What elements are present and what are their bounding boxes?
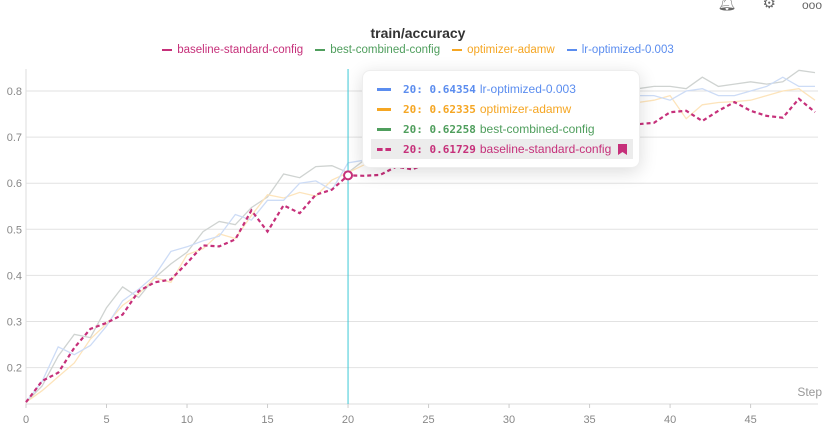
bell-icon[interactable]: 🔔︎ bbox=[717, 0, 737, 12]
x-tick-label: 45 bbox=[744, 414, 756, 424]
more-icon[interactable]: ooo bbox=[801, 0, 822, 12]
tooltip-line-swatch bbox=[377, 147, 391, 151]
x-tick-label: 15 bbox=[261, 414, 273, 424]
x-tick-label: 5 bbox=[103, 414, 109, 424]
tooltip-step: 20 bbox=[403, 122, 417, 136]
tooltip-run-name: baseline-standard-config bbox=[479, 142, 612, 156]
tooltip-run-name: best-combined-config bbox=[479, 122, 595, 136]
y-tick-label: 0.7 bbox=[7, 132, 22, 144]
x-axis-label: Step bbox=[797, 385, 822, 399]
y-tick-label: 0.3 bbox=[7, 317, 22, 329]
tooltip-line-swatch bbox=[377, 87, 391, 91]
legend-swatch bbox=[452, 49, 463, 51]
legend-label: best-combined-config bbox=[330, 44, 441, 56]
legend-item[interactable]: best-combined-config bbox=[315, 44, 440, 56]
tooltip-value: 0.61729 bbox=[429, 142, 476, 156]
x-tick-label: 0 bbox=[23, 414, 29, 424]
chart-title: train/accuracy bbox=[370, 25, 466, 41]
tooltip-value: 0.64354 bbox=[429, 82, 476, 96]
y-tick-label: 0.8 bbox=[7, 86, 22, 98]
legend-label: lr-optimized-0.003 bbox=[581, 44, 674, 56]
legend-label: baseline-standard-config bbox=[177, 44, 304, 56]
tooltip-step: 20 bbox=[403, 102, 417, 116]
tooltip-value: 0.62258 bbox=[429, 122, 476, 136]
tooltip-line-swatch bbox=[377, 127, 391, 131]
header-icons: 🔔︎ ⚙︎ ooo bbox=[717, 0, 822, 12]
x-tick-label: 10 bbox=[181, 414, 193, 424]
hover-tooltip: 20: 0.64354 lr-optimized-0.003 20: 0.62335… bbox=[362, 70, 640, 168]
tooltip-row: 20: 0.62335 optimizer-adamw bbox=[371, 99, 633, 119]
legend: baseline-standard-config best-combined-co… bbox=[0, 44, 836, 56]
hover-point bbox=[343, 170, 354, 181]
gear-icon[interactable]: ⚙︎ bbox=[762, 0, 776, 12]
x-tick-label: 30 bbox=[503, 414, 515, 424]
y-tick-label: 0.6 bbox=[7, 178, 22, 190]
tooltip-step: 20 bbox=[403, 142, 417, 156]
legend-swatch bbox=[566, 49, 577, 51]
y-tick-label: 0.5 bbox=[7, 224, 22, 236]
x-tick-label: 25 bbox=[422, 414, 434, 424]
tooltip-run-name: optimizer-adamw bbox=[479, 102, 572, 116]
legend-swatch bbox=[162, 49, 173, 51]
legend-item[interactable]: optimizer-adamw bbox=[452, 44, 555, 56]
tooltip-row: 20: 0.62258 best-combined-config bbox=[371, 119, 633, 139]
tooltip-row: 20: 0.64354 lr-optimized-0.003 bbox=[371, 79, 633, 99]
legend-swatch bbox=[315, 49, 326, 51]
legend-item[interactable]: baseline-standard-config bbox=[162, 44, 303, 56]
x-tick-label: 35 bbox=[583, 414, 595, 424]
tooltip-run-name: lr-optimized-0.003 bbox=[479, 82, 576, 96]
y-tick-label: 0.4 bbox=[7, 270, 22, 282]
x-tick-label: 20 bbox=[342, 414, 354, 424]
legend-item[interactable]: lr-optimized-0.003 bbox=[566, 44, 674, 56]
x-tick-label: 40 bbox=[664, 414, 676, 424]
bookmark-icon[interactable] bbox=[618, 143, 627, 155]
tooltip-row: 20: 0.61729 baseline-standard-config bbox=[371, 139, 633, 159]
tooltip-step: 20 bbox=[403, 82, 417, 96]
legend-label: optimizer-adamw bbox=[467, 44, 555, 56]
tooltip-value: 0.62335 bbox=[429, 102, 476, 116]
y-tick-label: 0.2 bbox=[7, 363, 22, 375]
tooltip-line-swatch bbox=[377, 107, 391, 111]
